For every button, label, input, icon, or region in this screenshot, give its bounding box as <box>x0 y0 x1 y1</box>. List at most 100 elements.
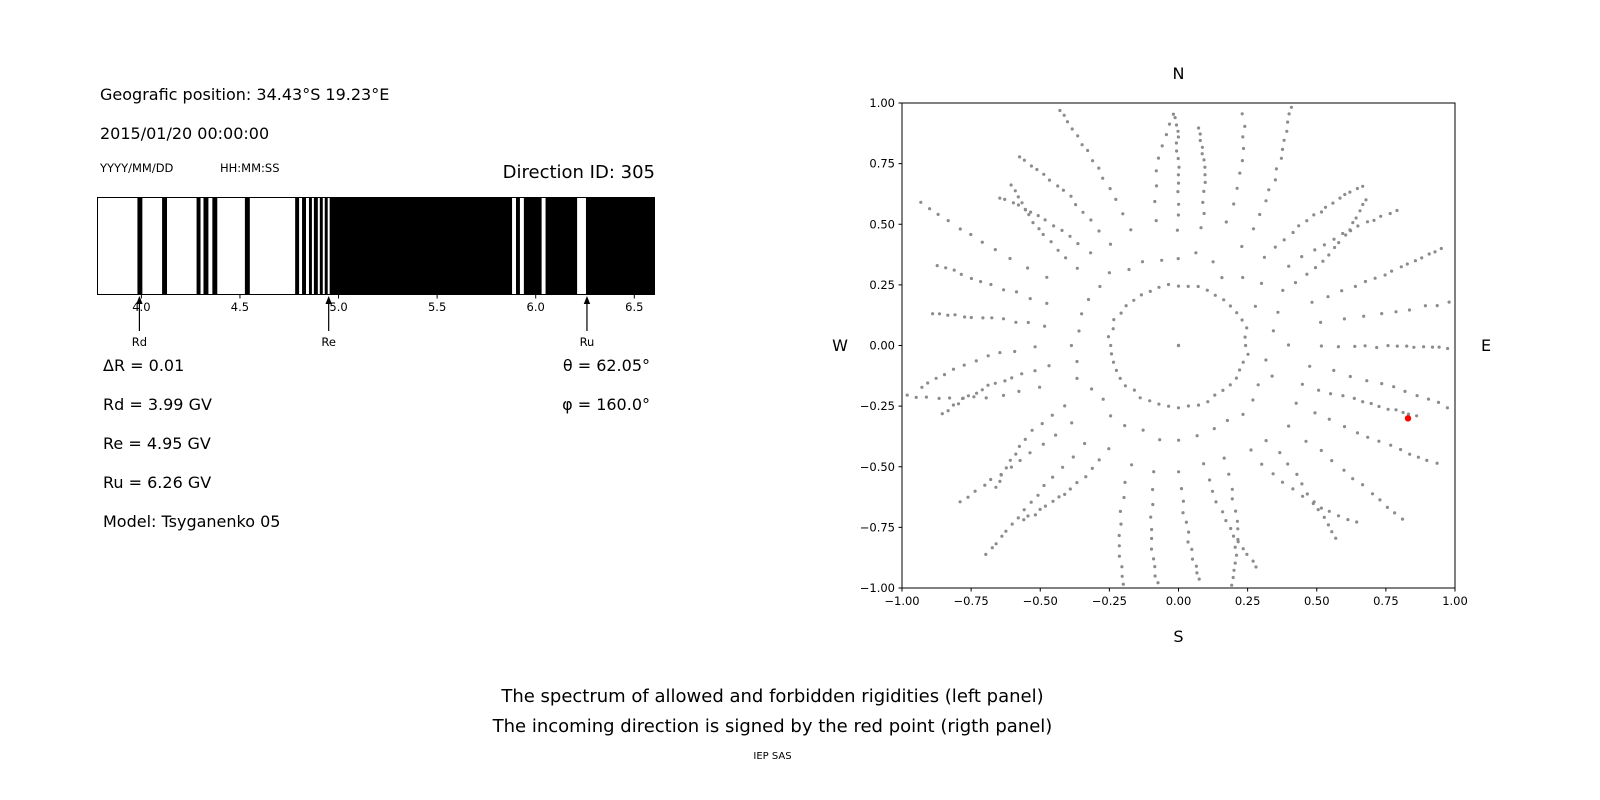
direction-dot <box>1342 425 1347 429</box>
direction-dot <box>1186 540 1190 544</box>
direction-dot <box>1176 135 1180 139</box>
forbidden-band <box>319 198 323 294</box>
x-tick-label: 0.00 <box>1166 594 1192 608</box>
direction-dot <box>1080 312 1084 316</box>
x-tick-label: 1.00 <box>1442 594 1468 608</box>
forbidden-band <box>203 198 209 294</box>
direction-dot <box>1271 329 1275 333</box>
direction-dot <box>1279 156 1283 160</box>
direction-dot <box>1291 487 1295 491</box>
direction-dot <box>1176 156 1180 161</box>
direction-dot <box>1045 275 1049 279</box>
direction-dot <box>1342 468 1346 472</box>
direction-dot <box>1340 289 1344 293</box>
ring-dot <box>1196 284 1200 289</box>
direction-dot <box>1076 134 1080 138</box>
direction-dot <box>1224 220 1228 224</box>
direction-dot <box>1308 364 1312 368</box>
direction-dot <box>1089 218 1093 222</box>
direction-dot <box>937 312 942 316</box>
direction-dot <box>953 313 957 317</box>
direction-dot <box>1264 199 1268 203</box>
direction-dot <box>1156 156 1161 160</box>
direction-dot <box>1058 108 1062 113</box>
direction-dot <box>998 351 1002 355</box>
direction-dot <box>1154 184 1159 188</box>
red-incoming-direction-point <box>1404 415 1412 422</box>
direction-dot <box>1386 344 1390 348</box>
ring-dot <box>1106 335 1111 339</box>
ring-dot <box>1109 352 1114 356</box>
direction-dot <box>1202 158 1206 162</box>
direction-dot <box>951 403 955 407</box>
direction-dot <box>1026 320 1030 325</box>
direction-dot <box>948 396 952 400</box>
direction-dot <box>993 248 997 252</box>
direction-dot <box>1014 320 1018 324</box>
x-tick-label: 6.5 <box>625 300 643 314</box>
compass-south-label: S <box>1173 627 1183 646</box>
direction-dot <box>1074 203 1078 207</box>
direction-dot <box>1392 385 1396 389</box>
direction-dot <box>1427 252 1431 256</box>
direction-dot <box>1052 224 1056 228</box>
direction-dot <box>1152 470 1156 474</box>
direction-dot <box>1071 455 1075 459</box>
direction-dot <box>1399 447 1403 452</box>
direction-dot <box>1300 382 1304 386</box>
direction-dot <box>1380 382 1384 386</box>
direction-dot <box>1435 304 1439 308</box>
forbidden-band <box>585 198 654 294</box>
direction-dot <box>924 395 928 399</box>
direction-dot <box>1114 197 1118 201</box>
direction-dot <box>937 396 941 400</box>
direction-dot <box>1009 465 1013 469</box>
direction-dot <box>984 552 988 556</box>
direction-dot <box>980 388 984 392</box>
direction-dot <box>1322 515 1326 519</box>
caption-line-1: The spectrum of allowed and forbidden ri… <box>501 686 1044 707</box>
ring-dot <box>1119 311 1123 315</box>
y-tick-label: −0.25 <box>860 399 895 413</box>
direction-dot <box>1033 369 1037 373</box>
forbidden-band <box>523 198 542 294</box>
direction-dot <box>1065 120 1070 124</box>
direction-dot <box>1042 172 1046 176</box>
direction-dot <box>993 381 997 385</box>
direction-dot <box>1043 504 1047 508</box>
direction-dot <box>1264 358 1268 362</box>
direction-dot <box>1395 208 1399 213</box>
direction-dot <box>1013 349 1017 354</box>
direction-dot <box>1030 428 1034 432</box>
y-tick-label: −1.00 <box>860 581 895 595</box>
ring-dot <box>1228 304 1232 308</box>
direction-dot <box>1107 447 1111 451</box>
direction-dot <box>1156 581 1160 585</box>
direction-dot <box>944 266 948 270</box>
direction-dot <box>1117 554 1121 558</box>
ring-dot <box>1114 368 1118 372</box>
direction-dot <box>1389 443 1393 447</box>
marker-arrow-head <box>136 296 143 304</box>
ring-dot <box>1167 404 1171 408</box>
direction-dot <box>1062 113 1066 117</box>
direction-dot <box>1230 487 1234 491</box>
marker-arrow-head <box>583 296 591 304</box>
forbidden-band <box>515 198 520 294</box>
direction-dot <box>1254 565 1258 569</box>
direction-dot <box>1285 129 1289 133</box>
direction-dot <box>1312 213 1316 217</box>
axis-ticks: −1.00 −0.75 −0.50 −0.25 0.00 0.25 0.50 0.75 1.00… <box>860 96 1468 608</box>
direction-dot <box>1301 494 1305 498</box>
direction-dot <box>1394 408 1398 412</box>
rigidity-spectrum-bars <box>137 198 654 294</box>
direction-dot <box>1383 273 1387 277</box>
direction-dot <box>1287 112 1291 116</box>
direction-dot <box>1008 256 1012 261</box>
direction-dot <box>1022 158 1026 162</box>
direction-dot <box>1361 184 1365 188</box>
forbidden-band <box>162 198 168 294</box>
ru-value: Ru = 6.26 GV <box>103 473 212 492</box>
direction-dot <box>1070 127 1074 131</box>
ring-dot <box>1245 326 1249 330</box>
